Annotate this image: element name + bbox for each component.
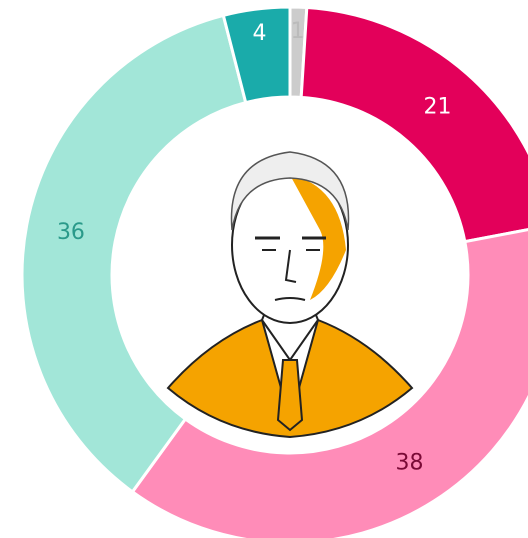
tie (278, 360, 302, 430)
value-label: 4 (253, 21, 267, 46)
chart: 1 21 38 36 4 (0, 0, 528, 538)
value-label: 1 (291, 19, 305, 44)
portrait (128, 113, 452, 437)
value-label: 36 (57, 220, 85, 245)
value-label: 38 (395, 450, 423, 475)
value-label: 21 (423, 95, 451, 120)
